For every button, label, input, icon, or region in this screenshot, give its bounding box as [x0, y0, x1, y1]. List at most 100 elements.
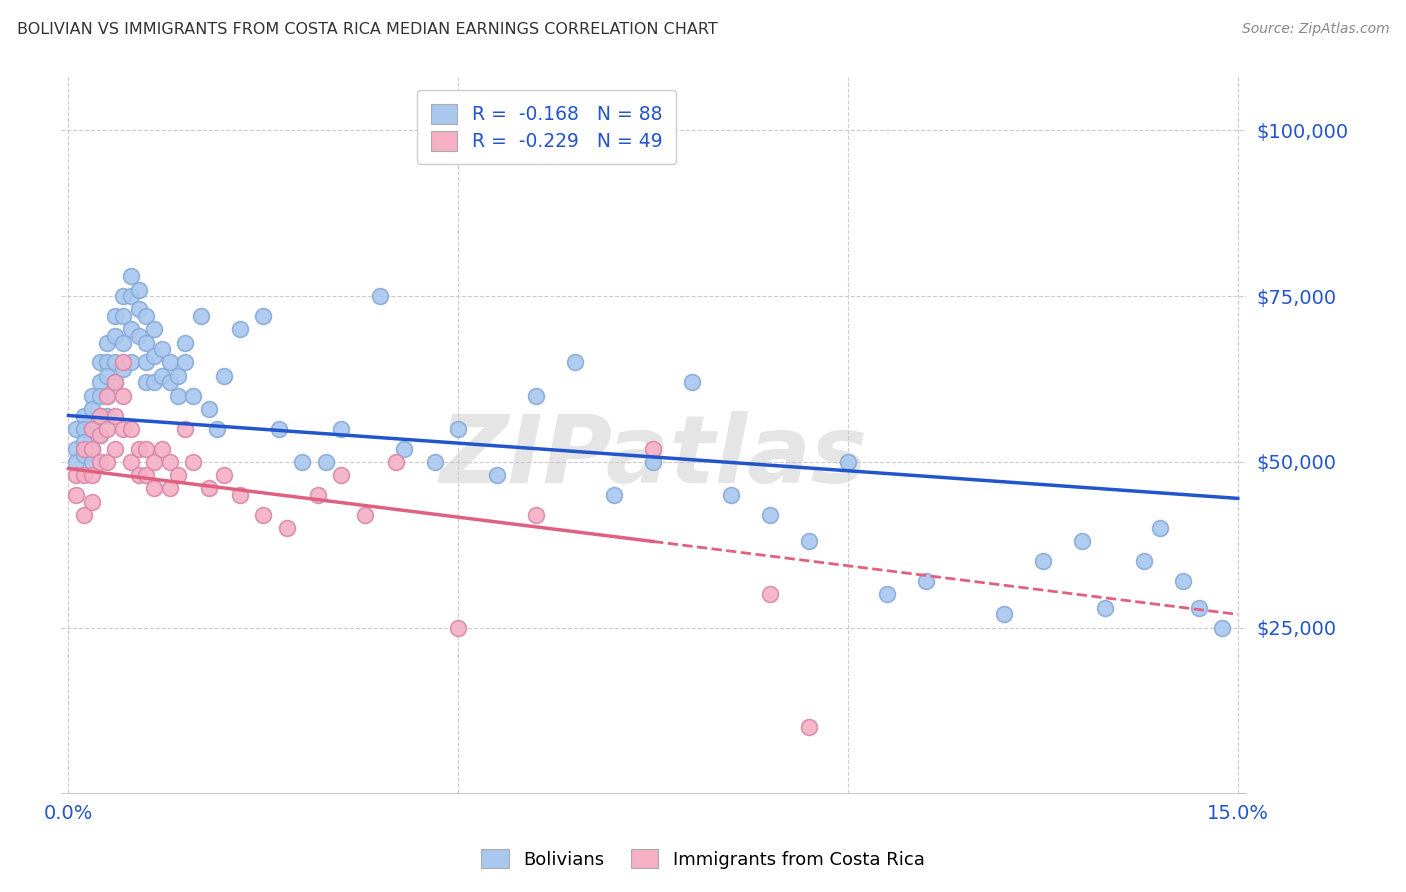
Point [166, 389, 188, 403]
Point [143, 322, 166, 336]
Point [564, 355, 586, 369]
Point [291, 455, 314, 469]
Point [190, 309, 212, 323]
Point [73, 422, 96, 436]
Point [73, 448, 96, 462]
Point [1133, 554, 1156, 568]
Point [643, 442, 665, 456]
Point [111, 309, 134, 323]
Point [1070, 534, 1092, 549]
Point [111, 422, 134, 436]
Point [214, 468, 236, 483]
Point [89, 389, 111, 403]
Point [135, 355, 157, 369]
Point [120, 455, 142, 469]
Point [1211, 621, 1233, 635]
Point [229, 322, 252, 336]
Text: Source: ZipAtlas.com: Source: ZipAtlas.com [1241, 22, 1389, 37]
Point [135, 468, 157, 483]
Point [353, 508, 375, 522]
Point [80, 422, 103, 436]
Point [120, 322, 142, 336]
Point [837, 455, 859, 469]
Point [111, 389, 134, 403]
Point [89, 428, 111, 442]
Point [80, 422, 103, 436]
Point [159, 355, 181, 369]
Point [166, 368, 188, 383]
Point [120, 422, 142, 436]
Point [392, 442, 415, 456]
Point [96, 355, 118, 369]
Point [104, 376, 127, 390]
Point [330, 422, 353, 436]
Point [89, 355, 111, 369]
Point [80, 442, 103, 456]
Point [267, 422, 290, 436]
Point [197, 401, 219, 416]
Point [159, 482, 181, 496]
Point [681, 376, 703, 390]
Point [80, 468, 103, 483]
Point [73, 409, 96, 423]
Point [104, 409, 127, 423]
Point [120, 289, 142, 303]
Point [252, 508, 274, 522]
Legend: Bolivians, Immigrants from Costa Rica: Bolivians, Immigrants from Costa Rica [474, 842, 932, 876]
Point [135, 335, 157, 350]
Point [73, 435, 96, 450]
Point [1032, 554, 1054, 568]
Point [65, 488, 87, 502]
Point [80, 494, 103, 508]
Point [150, 442, 173, 456]
Point [447, 621, 470, 635]
Point [120, 269, 142, 284]
Point [80, 442, 103, 456]
Point [135, 309, 157, 323]
Point [96, 335, 118, 350]
Point [214, 368, 236, 383]
Point [96, 409, 118, 423]
Point [1173, 574, 1195, 589]
Point [159, 376, 181, 390]
Point [307, 488, 329, 502]
Point [89, 409, 111, 423]
Point [111, 289, 134, 303]
Point [96, 389, 118, 403]
Point [96, 368, 118, 383]
Point [876, 587, 898, 601]
Point [73, 508, 96, 522]
Point [447, 422, 470, 436]
Point [150, 343, 173, 357]
Point [759, 587, 782, 601]
Point [166, 468, 188, 483]
Point [143, 455, 166, 469]
Point [128, 442, 150, 456]
Point [915, 574, 938, 589]
Point [111, 362, 134, 376]
Point [73, 442, 96, 456]
Point [252, 309, 274, 323]
Point [174, 335, 197, 350]
Point [524, 508, 547, 522]
Text: BOLIVIAN VS IMMIGRANTS FROM COSTA RICA MEDIAN EARNINGS CORRELATION CHART: BOLIVIAN VS IMMIGRANTS FROM COSTA RICA M… [17, 22, 717, 37]
Point [104, 355, 127, 369]
Point [205, 422, 228, 436]
Point [104, 442, 127, 456]
Point [128, 329, 150, 343]
Point [80, 455, 103, 469]
Point [276, 521, 298, 535]
Point [229, 488, 252, 502]
Point [643, 455, 665, 469]
Point [111, 355, 134, 369]
Point [385, 455, 408, 469]
Point [96, 422, 118, 436]
Point [720, 488, 742, 502]
Point [143, 482, 166, 496]
Point [104, 309, 127, 323]
Point [104, 376, 127, 390]
Point [330, 468, 353, 483]
Point [80, 389, 103, 403]
Point [524, 389, 547, 403]
Point [65, 468, 87, 483]
